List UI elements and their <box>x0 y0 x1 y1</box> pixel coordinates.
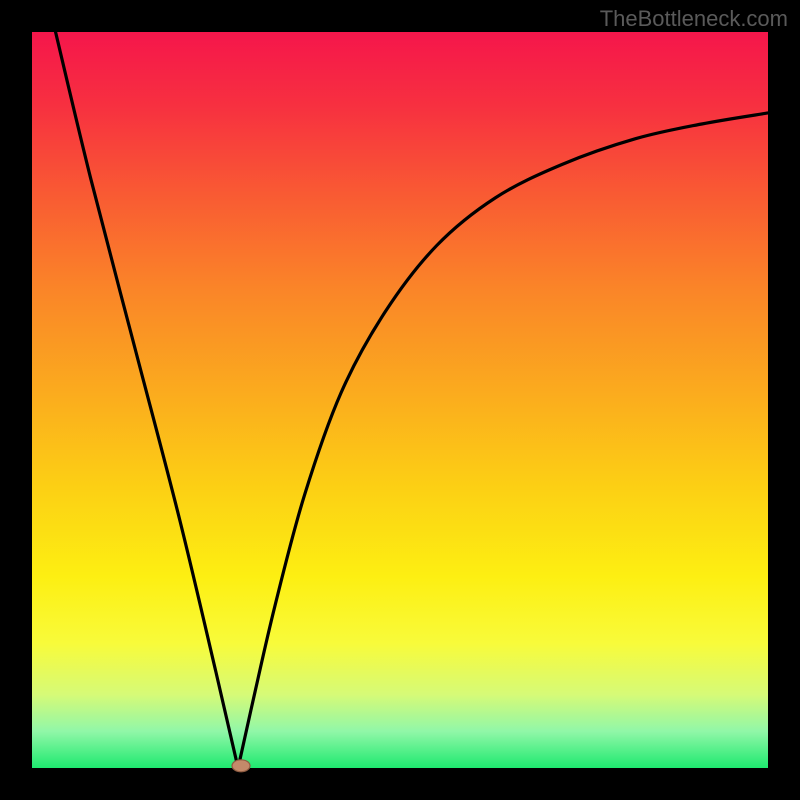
bottleneck-chart <box>0 0 800 800</box>
chart-container: TheBottleneck.com <box>0 0 800 800</box>
optimal-point-marker <box>232 760 250 772</box>
watermark-text: TheBottleneck.com <box>600 6 788 32</box>
gradient-background <box>32 32 768 768</box>
